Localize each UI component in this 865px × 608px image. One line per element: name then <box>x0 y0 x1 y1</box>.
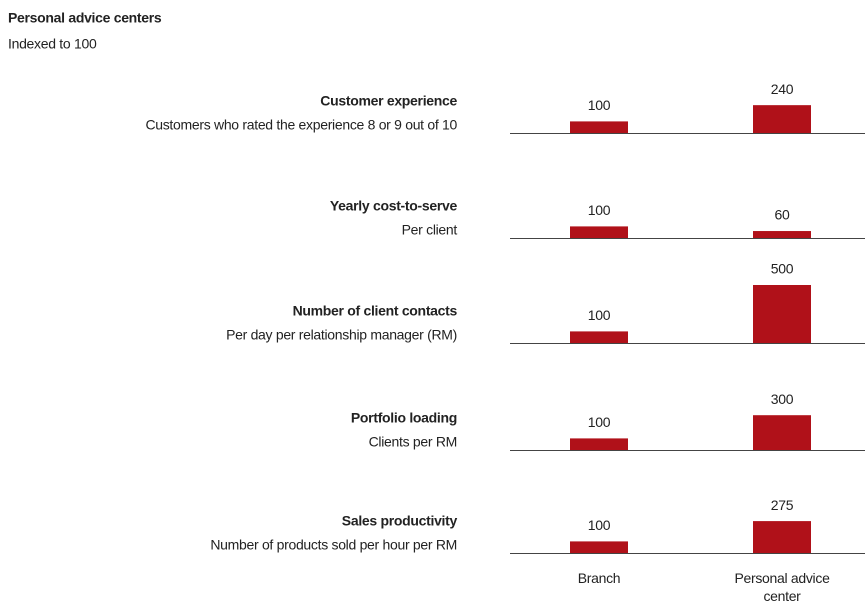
x-tick-label: Branch <box>577 570 621 586</box>
panel-subtitle: Per client <box>402 222 458 238</box>
panel-title: Yearly cost-to-serve <box>330 198 458 214</box>
bar <box>753 521 811 553</box>
panel-subtitle: Clients per RM <box>369 434 457 450</box>
panel-title: Number of client contacts <box>293 303 458 319</box>
value-label: 240 <box>771 81 794 97</box>
value-label: 100 <box>588 517 611 533</box>
value-label: 100 <box>588 414 611 430</box>
bar <box>570 438 628 450</box>
bar <box>753 415 811 450</box>
panel-title: Sales productivity <box>342 513 458 529</box>
panel-subtitle: Number of products sold per hour per RM <box>210 537 457 553</box>
value-label: 300 <box>771 391 794 407</box>
value-label: 100 <box>588 97 611 113</box>
value-label: 500 <box>771 261 794 277</box>
value-label: 60 <box>775 207 790 223</box>
panel-subtitle: Per day per relationship manager (RM) <box>226 327 457 343</box>
value-label: 100 <box>588 307 611 323</box>
x-tick-label: Personal advice center <box>734 570 830 604</box>
value-label: 100 <box>588 202 611 218</box>
bar <box>753 105 811 133</box>
bar <box>753 285 811 343</box>
bar <box>570 121 628 133</box>
panel-title: Portfolio loading <box>351 410 457 426</box>
bar <box>570 226 628 238</box>
bar <box>570 331 628 343</box>
panel-title: Customer experience <box>320 93 457 109</box>
bar <box>570 541 628 553</box>
bar <box>753 231 811 238</box>
chart-subtitle: Indexed to 100 <box>8 36 97 52</box>
value-label: 275 <box>771 497 794 513</box>
chart-title: Personal advice centers <box>8 10 162 26</box>
panel-subtitle: Customers who rated the experience 8 or … <box>145 117 457 133</box>
